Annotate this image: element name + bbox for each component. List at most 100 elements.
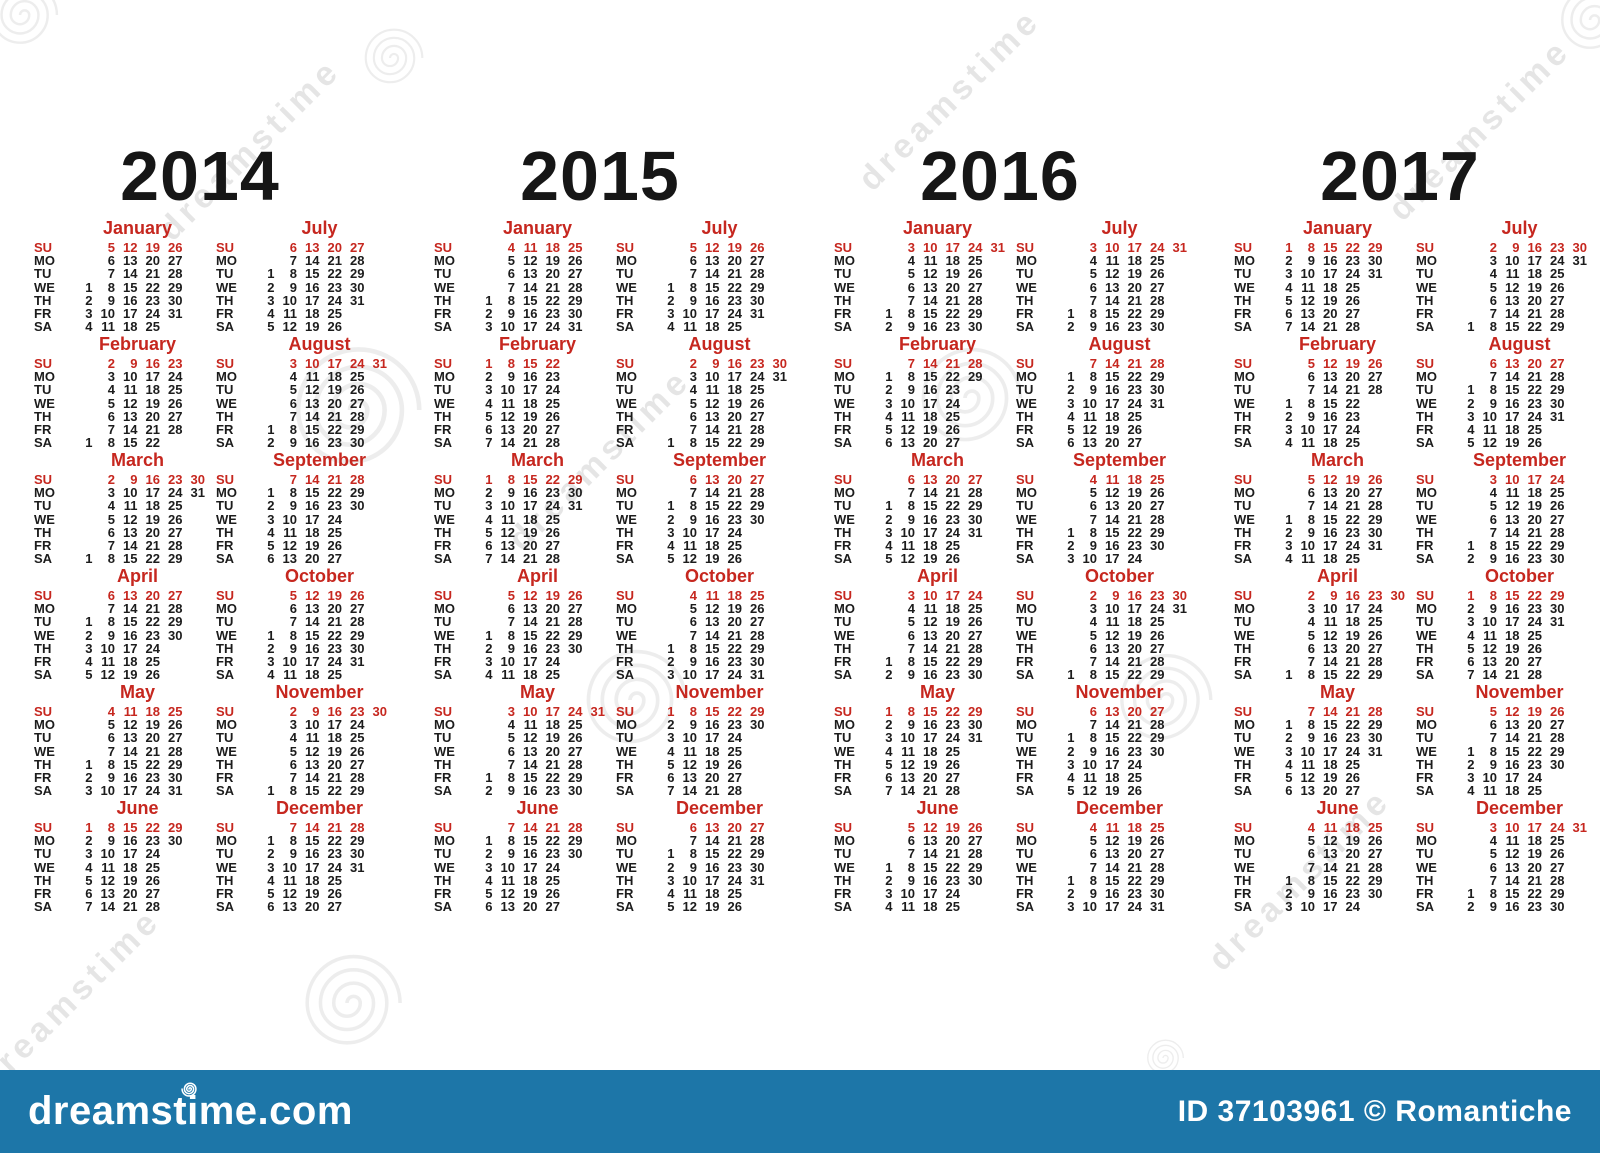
day-cell: 8 <box>289 627 297 643</box>
day-cell: 3 <box>907 240 915 255</box>
day-cell <box>1052 281 1075 294</box>
day-cell: 13 <box>1105 498 1120 514</box>
month-july: July SU 2 9 16 23 30 MO 3 10 17 24 31 TU 4 11 18 25 WE 5 12 1… <box>1416 219 1588 336</box>
day-cell: 7 <box>1307 704 1315 719</box>
day-cell <box>1452 499 1475 512</box>
weekday-label: TU <box>1416 614 1434 630</box>
day-cell: 24 <box>1527 614 1542 630</box>
day-cell: 15 <box>1505 885 1520 901</box>
day-cell: 1 <box>885 369 893 385</box>
weekday-label: FR <box>216 537 234 553</box>
day-cell: 11 <box>501 872 515 888</box>
day-cell: 11 <box>1483 421 1497 437</box>
day-cell: 25 <box>1550 833 1565 849</box>
day-cell: 28 <box>350 472 365 487</box>
day-cell: 24 <box>327 859 342 875</box>
month-title: December <box>1475 798 1564 818</box>
weekday-label: TH <box>1234 292 1252 308</box>
day-cell <box>1452 513 1475 526</box>
day-cell <box>765 307 788 320</box>
month-title: April <box>1316 566 1358 586</box>
month-row: TH 5 12 19 26 <box>434 526 606 539</box>
day-cell: 13 <box>900 769 915 785</box>
day-cell <box>183 499 206 512</box>
weekday-label: FR <box>834 305 852 321</box>
day-cell <box>1565 357 1588 370</box>
day-cell: 27 <box>968 472 983 487</box>
month-row: FR 6 13 20 27 <box>34 887 206 900</box>
day-cell: 25 <box>1368 820 1383 835</box>
day-cell: 9 <box>289 279 297 295</box>
day-cell: 27 <box>168 730 183 746</box>
day-cell: 25 <box>168 498 183 514</box>
day-cell: 11 <box>683 319 697 335</box>
month-april: April SU 3 10 17 24 MO 4 11 18 25 TU 5 12 19 26 WE 6 13 20 2… <box>834 567 1006 684</box>
day-cell: 14 <box>1482 667 1497 683</box>
day-cell <box>365 410 388 423</box>
day-cell <box>560 887 583 900</box>
day-cell: 18 <box>727 588 742 603</box>
day-cell <box>870 473 893 486</box>
day-cell: 21 <box>327 472 342 487</box>
weekday-label: WE <box>34 743 55 759</box>
day-cell <box>1565 320 1588 333</box>
weekday-label: TU <box>616 498 634 514</box>
day-cell <box>1565 294 1588 307</box>
day-cell: 5 <box>1285 292 1293 308</box>
day-cell: 4 <box>1089 614 1097 630</box>
day-cell: 23 <box>1527 395 1542 411</box>
day-cell: 19 <box>327 588 342 603</box>
day-cell <box>765 281 788 294</box>
day-cell: 20 <box>145 730 160 746</box>
dreamstime-logo: dreamstime.com <box>28 1082 353 1134</box>
day-cell: 6 <box>107 730 115 746</box>
day-cell: 28 <box>1150 292 1165 308</box>
day-cell <box>470 758 493 771</box>
day-cell <box>183 281 206 294</box>
weekday-label: SA <box>834 435 853 451</box>
day-cell: 11 <box>1083 769 1097 785</box>
month-row: TU 3 10 17 24 31 <box>434 499 606 512</box>
day-cell: 13 <box>523 601 538 617</box>
month-row: SA 1 8 15 22 29 <box>34 552 206 565</box>
day-cell: 31 <box>990 240 1005 255</box>
day-cell: 20 <box>1527 511 1542 527</box>
day-cell <box>1565 758 1588 771</box>
month-row: TU 6 13 20 27 <box>1016 499 1188 512</box>
day-cell: 19 <box>1505 640 1520 656</box>
month-row: TU 5 12 19 26 <box>834 267 1006 280</box>
month-row: MO 6 13 20 27 <box>1234 370 1406 383</box>
day-cell: 9 <box>689 511 697 527</box>
day-cell <box>960 900 983 913</box>
month-row: FR 7 14 21 28 <box>616 423 788 436</box>
day-cell: 4 <box>1089 472 1097 487</box>
day-cell <box>583 745 606 758</box>
day-cell: 11 <box>901 408 915 424</box>
weekday-label: WE <box>434 859 455 875</box>
day-cell: 8 <box>289 485 297 501</box>
day-cell <box>183 887 206 900</box>
day-cell: 24 <box>327 653 342 669</box>
weekday-label: TH <box>1416 524 1434 540</box>
day-cell: 14 <box>1505 369 1520 385</box>
month-row: SU 2 9 16 23 30 <box>616 357 788 370</box>
day-cell: 30 <box>1550 756 1565 772</box>
weekday-label: WE <box>616 859 637 875</box>
day-cell: 6 <box>485 421 493 437</box>
day-cell: 1 <box>85 614 93 630</box>
day-cell: 19 <box>545 588 560 603</box>
month-row: MO 4 11 18 25 <box>434 718 606 731</box>
day-cell: 12 <box>123 395 138 411</box>
month-row: TU 4 11 18 25 <box>1234 615 1406 628</box>
day-cell: 29 <box>1368 511 1383 527</box>
day-cell <box>365 320 388 333</box>
day-cell: 26 <box>1345 292 1360 308</box>
day-cell <box>342 307 365 320</box>
day-cell: 13 <box>1505 859 1520 875</box>
day-cell: 30 <box>168 627 183 643</box>
day-cell: 10 <box>282 292 297 308</box>
month-row: SU 5 12 19 26 <box>216 589 388 602</box>
day-cell <box>1360 397 1383 410</box>
day-cell: 27 <box>968 279 983 295</box>
day-cell: 10 <box>1300 421 1315 437</box>
